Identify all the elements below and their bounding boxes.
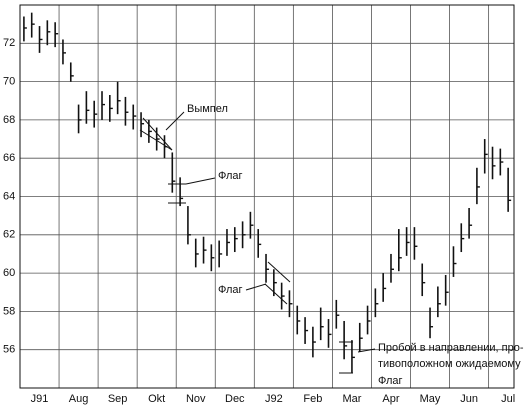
- x-tick-label: J92: [265, 393, 283, 405]
- annotations: Вымпел Флаг Флаг Пробой в направлении, п…: [187, 103, 524, 387]
- annotation: Флаг: [218, 284, 243, 296]
- y-tick-label: 68: [3, 114, 15, 126]
- flag-line: [264, 283, 288, 305]
- x-tick-label: Apr: [382, 393, 399, 405]
- y-tick-label: 62: [3, 229, 15, 241]
- annotation: Флаг: [218, 170, 243, 182]
- arrow: [245, 283, 267, 291]
- x-tick-label: Mar: [342, 393, 361, 405]
- x-tick-label: Nov: [186, 393, 206, 405]
- y-tick-label: 70: [3, 76, 15, 88]
- flag-line: [267, 261, 291, 283]
- y-tick-label: 58: [3, 305, 15, 317]
- arrow: [185, 177, 216, 185]
- annotation: Вымпел: [187, 103, 228, 115]
- x-tick-label: May: [420, 393, 441, 405]
- x-tick-label: Sep: [108, 393, 128, 405]
- x-tick-label: Dec: [225, 393, 245, 405]
- annotation: Флаг: [378, 375, 403, 387]
- x-tick-label: Aug: [69, 393, 89, 405]
- annotation: Пробой в направлении, про-: [378, 342, 524, 354]
- x-tick-label: Jun: [460, 393, 478, 405]
- y-tick-label: 56: [3, 344, 15, 356]
- x-tick-label: J91: [31, 393, 49, 405]
- x-tick-label: Jul: [501, 393, 515, 405]
- plot-frame: [19, 4, 515, 389]
- x-tick-label: Okt: [148, 393, 165, 405]
- y-tick-label: 72: [3, 37, 15, 49]
- x-tick-label: Feb: [303, 393, 322, 405]
- arrow: [165, 111, 185, 131]
- y-tick-label: 66: [3, 152, 15, 164]
- annotation: тивоположном ожидаемому: [378, 358, 521, 370]
- y-tick-label: 60: [3, 267, 15, 279]
- y-tick-label: 64: [3, 190, 15, 202]
- arrow: [357, 348, 376, 353]
- pennant-line: [142, 117, 173, 151]
